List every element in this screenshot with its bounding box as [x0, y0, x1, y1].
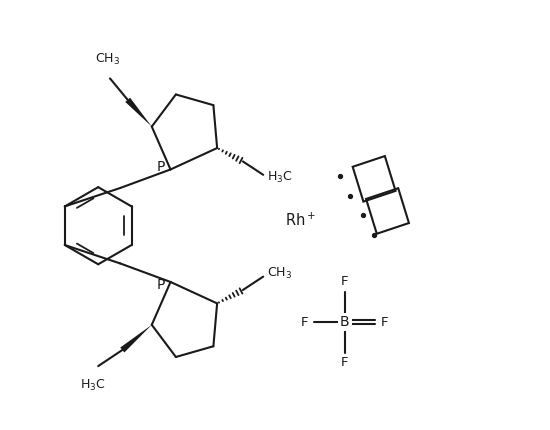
Text: Rh$^+$: Rh$^+$: [285, 212, 316, 229]
Text: H$_3$C: H$_3$C: [80, 378, 106, 393]
Text: H$_3$C: H$_3$C: [267, 170, 293, 185]
Text: P: P: [157, 160, 165, 174]
Text: B: B: [340, 315, 349, 329]
Text: F: F: [381, 316, 389, 329]
Text: F: F: [341, 356, 348, 369]
Text: F: F: [301, 316, 308, 329]
Text: CH$_3$: CH$_3$: [267, 266, 293, 282]
Text: F: F: [341, 276, 348, 289]
Text: P: P: [157, 278, 165, 292]
Polygon shape: [125, 98, 152, 126]
Text: CH$_3$: CH$_3$: [95, 52, 120, 67]
Polygon shape: [120, 325, 152, 353]
